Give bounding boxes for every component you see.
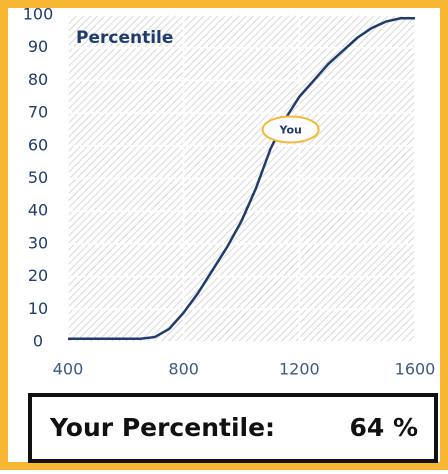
annotation-bubble [261,115,320,144]
y-tick-label: 10 [28,299,48,318]
y-tick-label: 50 [28,168,48,187]
y-tick-label: 40 [28,201,48,220]
result-value: 64 % [349,413,418,442]
y-tick-label: 100 [23,5,54,24]
annotation-text: You [278,123,301,136]
y-tick-label: 70 [28,103,48,122]
x-tick-label: 1600 [395,360,436,379]
y-tick-label: 20 [28,266,48,285]
y-tick-label: 30 [28,233,48,252]
y-tick-label: 90 [28,37,48,56]
result-box [28,393,438,463]
line [68,17,415,340]
x-tick-label: 800 [168,360,199,379]
y-tick-label: 0 [33,332,43,351]
chart-title: Percentile [76,28,173,48]
y-tick-label: 80 [28,70,48,89]
result-label: Your Percentile: [49,413,275,442]
x-tick-label: 400 [53,360,84,379]
y-tick-label: 60 [28,135,48,154]
x-tick-label: 1200 [279,360,320,379]
